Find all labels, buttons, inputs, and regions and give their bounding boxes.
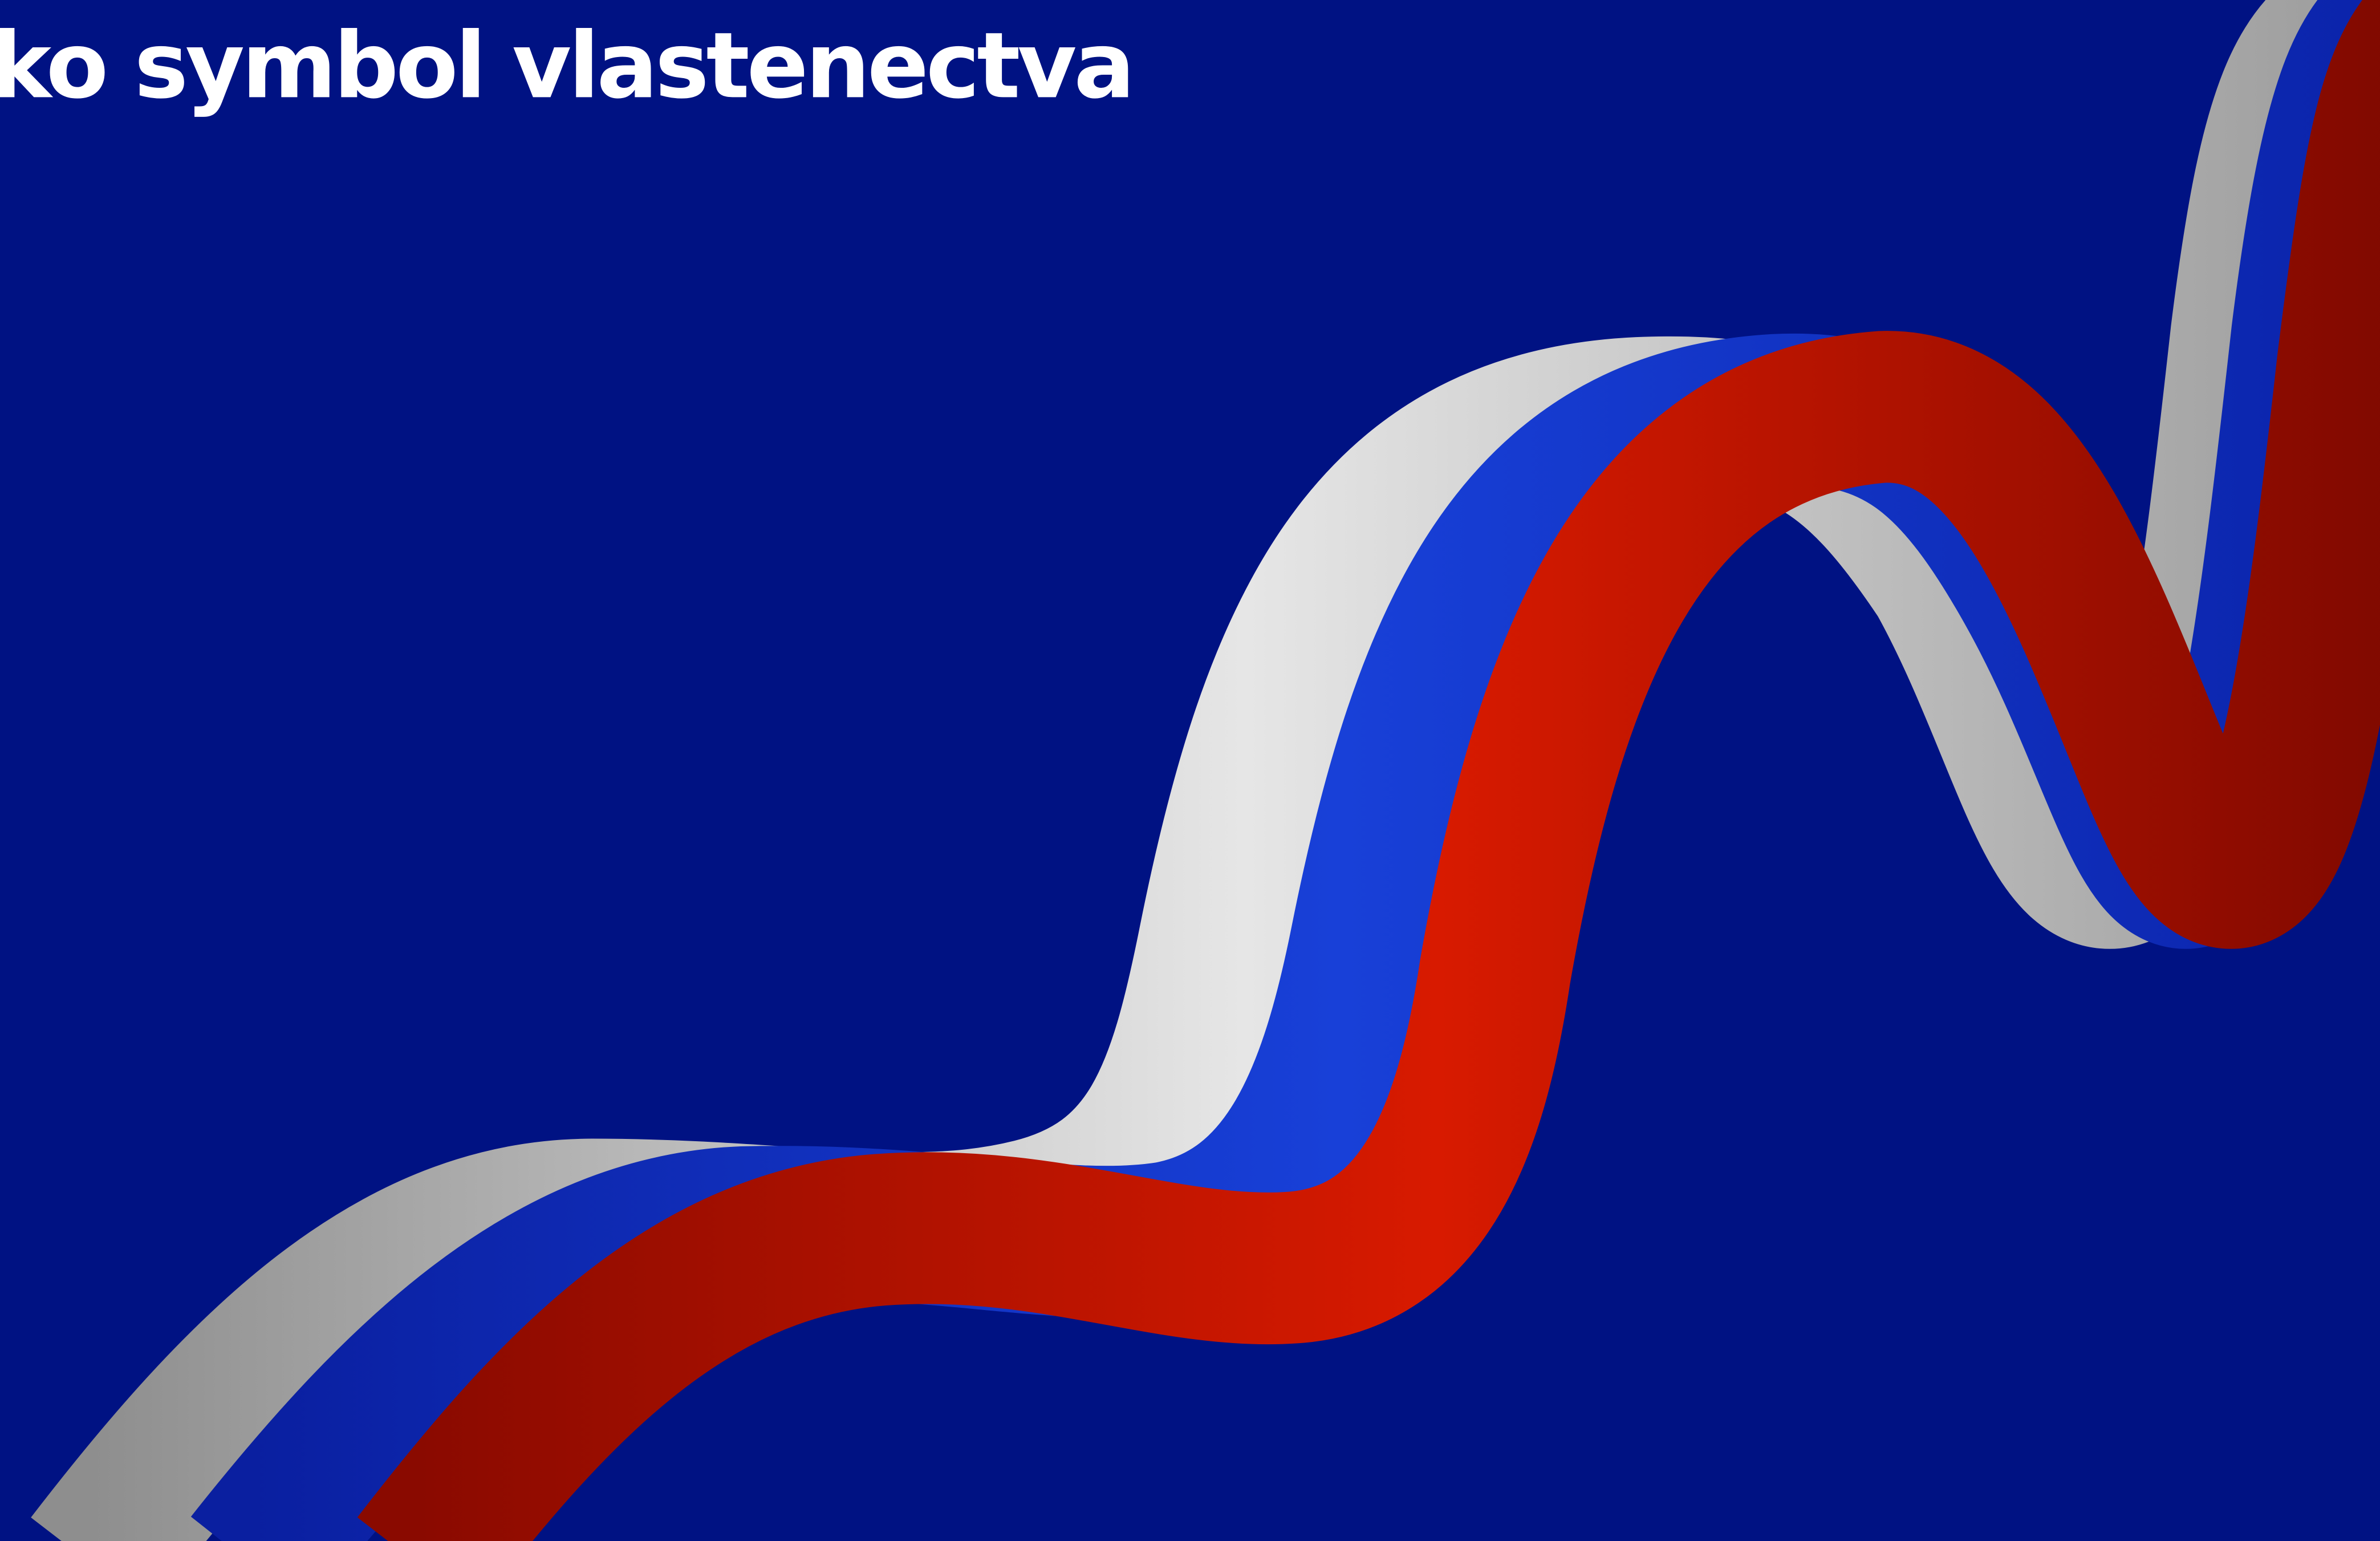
ribbon (31, 0, 2380, 1541)
ribbon-red (357, 0, 2380, 1541)
slide-title: ko symbol vlastenectva (0, 13, 1132, 119)
